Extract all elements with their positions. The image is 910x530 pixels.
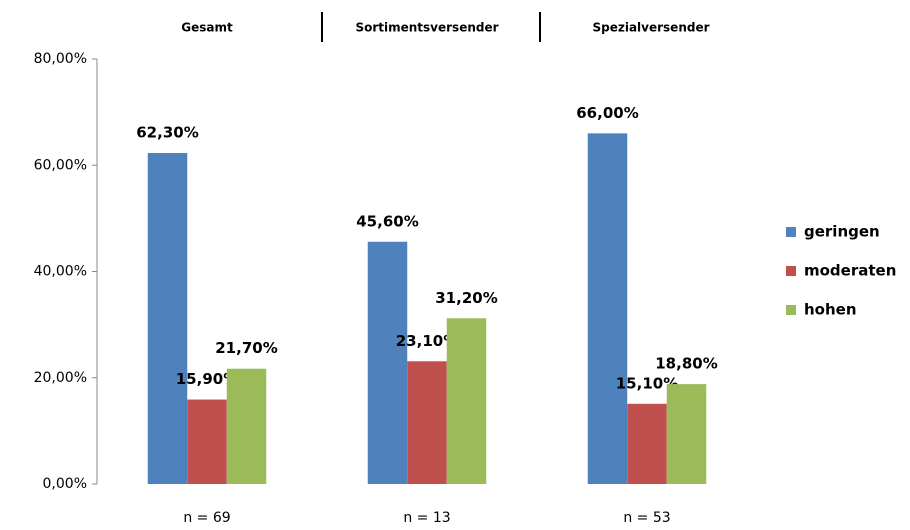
value-label: 66,00% <box>576 104 638 122</box>
legend-label: moderaten <box>804 262 896 280</box>
value-label: 23,10% <box>396 332 458 350</box>
bar <box>226 368 267 484</box>
bar <box>367 241 408 484</box>
bar <box>407 361 447 484</box>
y-tick-label: 40,00% <box>34 264 87 280</box>
bar <box>627 403 667 484</box>
bar <box>666 384 707 484</box>
y-tick-label: 0,00% <box>43 476 87 492</box>
legend-swatch <box>786 266 796 276</box>
bar <box>446 318 487 484</box>
value-label: 15,10% <box>616 374 678 392</box>
group-title: Gesamt <box>181 21 233 35</box>
legend-label: hohen <box>804 301 857 319</box>
legend-label: geringen <box>804 223 880 241</box>
legend-swatch <box>786 227 796 237</box>
legend-swatch <box>786 305 796 315</box>
group-title: Spezialversender <box>592 21 709 35</box>
y-tick-label: 80,00% <box>34 51 87 67</box>
bar <box>147 153 188 484</box>
x-tick-label: n = 53 <box>623 510 670 526</box>
value-label: 31,20% <box>435 289 497 307</box>
x-tick-label: n = 69 <box>183 510 230 526</box>
value-label: 45,60% <box>356 212 418 230</box>
group-title: Sortimentsversender <box>355 21 498 35</box>
bar <box>587 133 628 484</box>
bar <box>187 399 227 484</box>
value-label: 15,90% <box>176 370 238 388</box>
x-tick-label: n = 13 <box>403 510 450 526</box>
value-label: 62,30% <box>136 124 198 142</box>
y-tick-label: 20,00% <box>34 370 87 386</box>
value-label: 21,70% <box>215 339 277 357</box>
value-label: 18,80% <box>655 355 717 373</box>
y-tick-label: 60,00% <box>34 157 87 173</box>
